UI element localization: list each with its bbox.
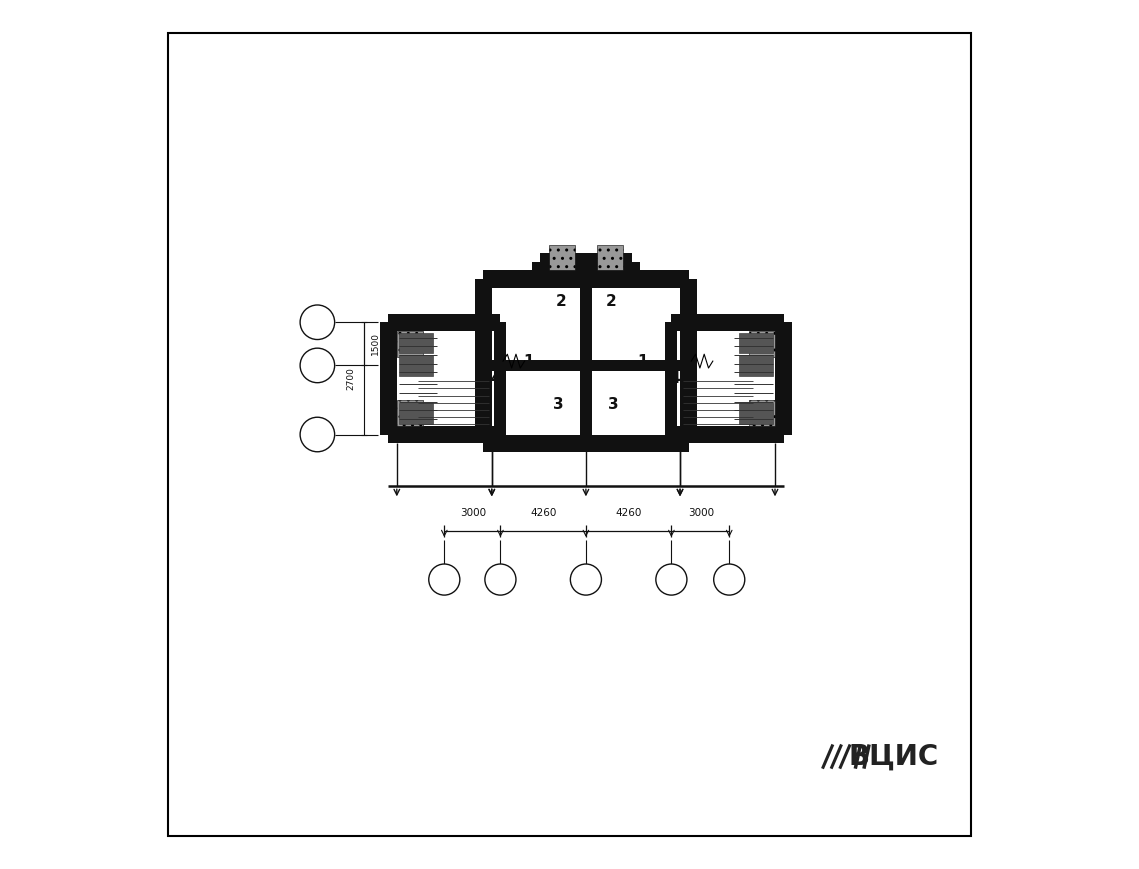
Bar <box>492 288 680 434</box>
Text: 6: 6 <box>667 574 675 585</box>
Bar <box>623 262 640 279</box>
Bar <box>475 279 492 443</box>
Text: 4: 4 <box>670 371 680 386</box>
Text: А: А <box>313 315 321 328</box>
Bar <box>549 262 623 270</box>
Circle shape <box>485 564 516 595</box>
Circle shape <box>300 305 335 340</box>
Bar <box>399 403 433 424</box>
Bar <box>540 253 632 270</box>
Bar <box>399 333 433 354</box>
Text: 2700: 2700 <box>346 367 355 390</box>
Text: 3: 3 <box>608 397 618 412</box>
Text: 2: 2 <box>556 294 566 309</box>
Bar <box>483 314 500 331</box>
Bar <box>680 279 697 443</box>
Circle shape <box>656 564 687 595</box>
Bar <box>388 426 500 443</box>
Text: 4: 4 <box>491 371 501 386</box>
Bar <box>739 355 773 375</box>
Text: 4260: 4260 <box>616 508 642 518</box>
Circle shape <box>300 417 335 452</box>
Text: 2: 2 <box>606 294 616 309</box>
Bar <box>680 331 775 426</box>
Text: 4: 4 <box>582 574 590 585</box>
Text: 3: 3 <box>552 397 564 412</box>
Bar <box>775 322 793 434</box>
Bar <box>396 331 492 426</box>
Circle shape <box>300 348 335 382</box>
Circle shape <box>714 564 745 595</box>
Text: 2: 2 <box>497 574 503 585</box>
Bar <box>396 400 423 426</box>
Text: Г: Г <box>313 359 321 372</box>
Bar <box>739 333 773 354</box>
Bar <box>396 331 423 357</box>
Bar <box>483 426 500 443</box>
Bar <box>483 270 689 288</box>
Text: 4260: 4260 <box>531 508 557 518</box>
Text: 1: 1 <box>524 355 534 369</box>
Bar <box>483 434 689 452</box>
Text: 3000: 3000 <box>460 508 486 518</box>
Bar <box>739 403 773 424</box>
Bar <box>379 322 396 434</box>
Bar <box>494 322 507 434</box>
Bar <box>549 244 575 270</box>
Text: 1: 1 <box>441 574 448 585</box>
Text: ВЦИС: ВЦИС <box>849 743 939 771</box>
Bar <box>671 426 784 443</box>
Text: 1: 1 <box>638 355 648 369</box>
Bar <box>665 322 678 434</box>
Circle shape <box>428 564 460 595</box>
Bar <box>388 314 500 331</box>
Bar <box>483 361 689 370</box>
Bar <box>749 331 775 357</box>
Bar <box>671 314 784 331</box>
Text: 3000: 3000 <box>688 508 714 518</box>
Text: 1500: 1500 <box>371 332 380 355</box>
Bar <box>532 262 549 279</box>
Bar <box>749 400 775 426</box>
Bar <box>399 355 433 375</box>
Bar <box>597 244 623 270</box>
Bar <box>671 426 689 443</box>
Text: В: В <box>313 428 321 441</box>
Bar <box>580 279 592 443</box>
Bar <box>671 314 689 331</box>
Circle shape <box>571 564 601 595</box>
Text: 7: 7 <box>726 574 732 585</box>
